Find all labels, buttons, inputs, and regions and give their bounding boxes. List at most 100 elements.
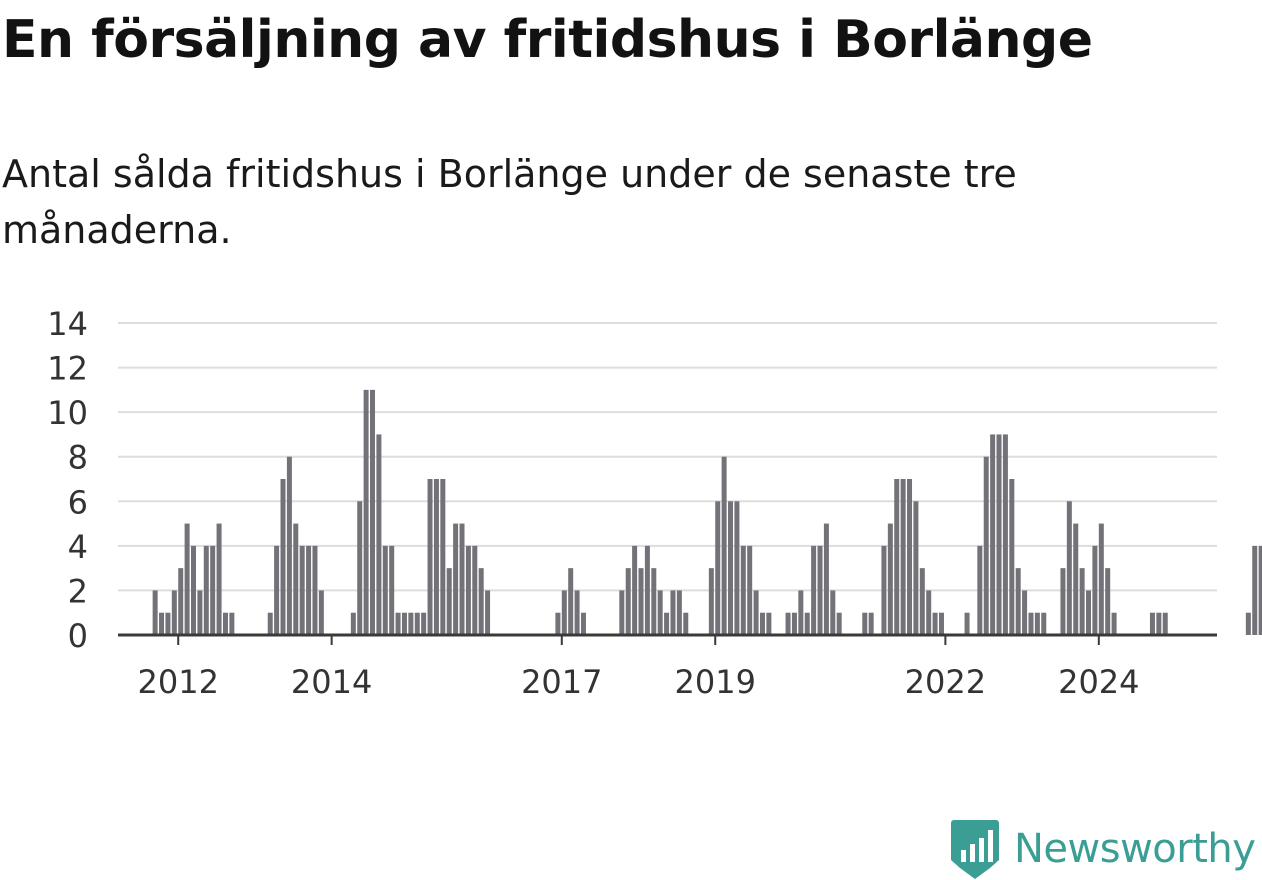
bar (766, 612, 772, 635)
brand-name: Newsworthy (1014, 826, 1256, 872)
y-axis-ticks: 0 2 4 6 8 10 12 14 (47, 305, 88, 655)
bar (203, 545, 209, 635)
bar (453, 523, 459, 635)
bar (996, 434, 1002, 635)
bar (440, 479, 446, 635)
y-tick-label: 4 (68, 528, 88, 566)
bar (900, 479, 906, 635)
bar (676, 590, 682, 635)
bar (881, 545, 887, 635)
bar (312, 545, 318, 635)
bar (1092, 545, 1098, 635)
bar (433, 479, 439, 635)
bar (555, 612, 561, 635)
bar (478, 568, 484, 635)
bars (152, 389, 1262, 635)
bar (913, 501, 919, 635)
y-tick-label: 14 (47, 305, 88, 343)
gridlines (118, 322, 1217, 592)
bar (817, 545, 823, 635)
x-tick-label: 2017 (521, 663, 602, 701)
bar (216, 523, 222, 635)
bar (664, 612, 670, 635)
bar (446, 568, 452, 635)
chart-title: En försäljning av fritidshus i Borlänge (2, 10, 1093, 70)
bar (977, 545, 983, 635)
bar (785, 612, 791, 635)
bar (1028, 612, 1034, 635)
bar (293, 523, 299, 635)
bar (191, 545, 196, 635)
bar (983, 456, 989, 635)
y-tick-label: 2 (68, 572, 88, 610)
bar (1066, 501, 1072, 635)
x-tick-label: 2022 (905, 663, 986, 701)
bar (1022, 590, 1028, 635)
bar (1111, 612, 1117, 635)
bar (708, 568, 714, 635)
bar (427, 479, 433, 635)
bar (1041, 612, 1047, 635)
bar (830, 590, 836, 635)
bar (919, 568, 925, 635)
bar (734, 501, 740, 635)
bar (267, 612, 273, 635)
bar (1252, 545, 1258, 635)
bar (791, 612, 797, 635)
bar (823, 523, 829, 635)
y-tick-label: 10 (47, 394, 88, 432)
x-tick-label: 2012 (137, 663, 218, 701)
bar (274, 545, 280, 635)
bar (728, 501, 734, 635)
bar (222, 612, 228, 635)
bar (395, 612, 401, 635)
bar (574, 590, 580, 635)
bar (683, 612, 689, 635)
bar (938, 612, 944, 635)
bar (286, 456, 292, 635)
bar (414, 612, 420, 635)
bar (894, 479, 900, 635)
bar (376, 434, 382, 635)
bar (740, 545, 746, 635)
bar (1015, 568, 1021, 635)
bar (1009, 479, 1015, 635)
bar (152, 590, 158, 635)
bar (389, 545, 395, 635)
newsworthy-logo-icon (951, 820, 999, 879)
bar (1105, 568, 1111, 635)
bar (165, 612, 171, 635)
bar (184, 523, 190, 635)
bar (280, 479, 286, 635)
bar (1156, 612, 1162, 635)
y-tick-label: 0 (68, 617, 88, 655)
bar (651, 568, 657, 635)
bar (1073, 523, 1079, 635)
bar (318, 590, 324, 635)
bar (1245, 612, 1251, 635)
bar (568, 568, 574, 635)
bar (753, 590, 759, 635)
bar (1162, 612, 1168, 635)
bar (408, 612, 414, 635)
bar (887, 523, 893, 635)
bar (1079, 568, 1085, 635)
y-tick-label: 8 (68, 439, 88, 477)
bar (657, 590, 663, 635)
bar (350, 612, 356, 635)
bar (644, 545, 650, 635)
bar (798, 590, 804, 635)
bar (485, 590, 491, 635)
bar (370, 389, 376, 635)
y-tick-label: 12 (47, 350, 88, 388)
bar (868, 612, 874, 635)
newsworthy-brand: Newsworthy (950, 818, 1256, 880)
bar (1258, 545, 1262, 635)
bar (862, 612, 868, 635)
bar (907, 479, 913, 635)
bar (171, 590, 177, 635)
bar (638, 568, 644, 635)
bar (357, 501, 363, 635)
bar (964, 612, 970, 635)
bar (836, 612, 842, 635)
